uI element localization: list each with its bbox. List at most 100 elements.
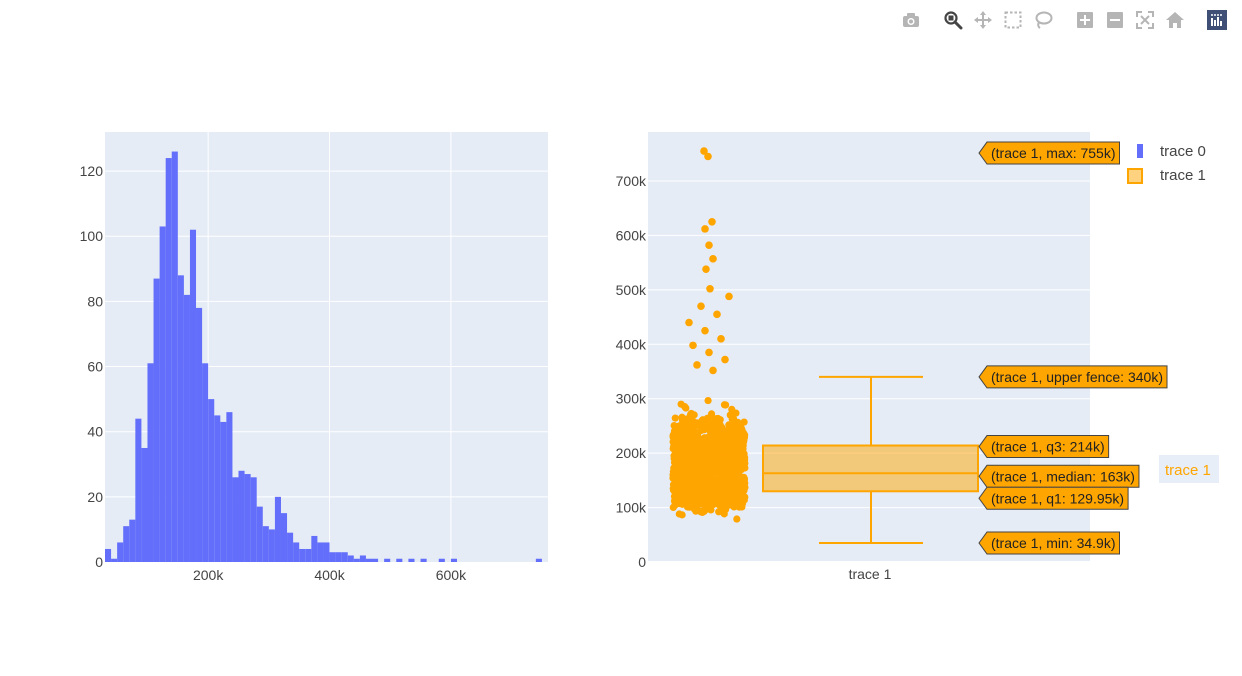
box-point[interactable]	[737, 424, 745, 432]
box-outlier-point[interactable]	[709, 255, 717, 263]
box-point[interactable]	[733, 462, 741, 471]
box-outlier-point[interactable]	[685, 318, 693, 327]
box-outlier-point[interactable]	[702, 265, 710, 273]
box-outlier-point[interactable]	[717, 335, 725, 343]
histogram-bar[interactable]	[287, 532, 294, 562]
histogram-bar[interactable]	[384, 558, 391, 562]
histogram-bar[interactable]	[202, 363, 209, 562]
histogram-bar[interactable]	[450, 558, 457, 562]
box-point[interactable]	[720, 510, 728, 518]
histogram-bar[interactable]	[408, 558, 415, 562]
reset-axes-button[interactable]	[1160, 8, 1190, 36]
box-point[interactable]	[688, 456, 697, 464]
histogram-bar[interactable]	[177, 275, 184, 562]
box-point[interactable]	[703, 483, 711, 491]
box-point[interactable]	[716, 451, 725, 460]
box-point[interactable]	[720, 401, 729, 409]
histogram-bar[interactable]	[220, 421, 227, 562]
box-point[interactable]	[716, 437, 724, 445]
box-point[interactable]	[696, 483, 704, 491]
autoscale-button[interactable]	[1130, 8, 1160, 36]
histogram-bar[interactable]	[135, 418, 142, 562]
box-point[interactable]	[733, 515, 741, 523]
box-point[interactable]	[680, 492, 688, 500]
histogram-bar[interactable]	[123, 526, 130, 562]
histogram-bar[interactable]	[226, 412, 233, 562]
box-point[interactable]	[732, 409, 740, 417]
box-point[interactable]	[700, 472, 708, 481]
box-point[interactable]	[731, 473, 739, 481]
histogram-bar[interactable]	[208, 399, 215, 562]
box-point[interactable]	[717, 491, 726, 499]
box-outlier-point[interactable]	[693, 361, 701, 369]
box-outlier-point[interactable]	[706, 284, 714, 293]
histogram-bar[interactable]	[171, 151, 178, 562]
box-point[interactable]	[740, 480, 748, 488]
histogram-bar[interactable]	[129, 519, 136, 562]
histogram-bar[interactable]	[335, 552, 342, 562]
histogram-bar[interactable]	[183, 294, 190, 562]
box-point[interactable]	[675, 510, 683, 518]
zoom-out-button[interactable]	[1100, 8, 1130, 36]
box-point[interactable]	[682, 469, 690, 477]
histogram-bar[interactable]	[250, 477, 257, 562]
box-point[interactable]	[675, 500, 683, 508]
box-select-button[interactable]	[998, 8, 1028, 36]
histogram-bar[interactable]	[341, 552, 348, 562]
histogram-bar[interactable]	[317, 542, 324, 562]
histogram-bar[interactable]	[256, 506, 263, 562]
histogram-bar[interactable]	[238, 470, 245, 562]
histogram-bar[interactable]	[165, 158, 172, 562]
box-point[interactable]	[707, 465, 715, 473]
box-point[interactable]	[708, 421, 717, 429]
box-iqr[interactable]	[762, 444, 979, 493]
histogram-bar[interactable]	[214, 415, 221, 562]
histogram-bar[interactable]	[147, 363, 154, 562]
box-point[interactable]	[715, 508, 723, 516]
histogram-bar[interactable]	[347, 555, 354, 562]
box-outlier-point[interactable]	[704, 152, 712, 161]
box-outlier-point[interactable]	[700, 147, 708, 155]
box-point[interactable]	[682, 441, 690, 449]
box-outlier-point[interactable]	[689, 341, 697, 350]
box-point[interactable]	[692, 505, 700, 514]
histogram-bar[interactable]	[262, 526, 269, 562]
box-point[interactable]	[733, 439, 742, 447]
lasso-select-button[interactable]	[1028, 8, 1058, 36]
box-point[interactable]	[716, 421, 724, 429]
box-point[interactable]	[671, 414, 679, 422]
box-point[interactable]	[730, 416, 738, 424]
histogram-bar[interactable]	[117, 542, 124, 562]
histogram-bar[interactable]	[535, 558, 542, 562]
box-point[interactable]	[708, 428, 717, 436]
box-point[interactable]	[690, 411, 698, 419]
box-point[interactable]	[693, 451, 701, 460]
histogram-bar[interactable]	[268, 529, 275, 562]
histogram-bar[interactable]	[159, 226, 166, 562]
zoom-in-button[interactable]	[1070, 8, 1100, 36]
histogram-bar[interactable]	[299, 548, 306, 562]
box-point[interactable]	[731, 429, 739, 437]
box-point[interactable]	[734, 499, 742, 507]
box-outlier-point[interactable]	[697, 302, 705, 310]
histogram-bar[interactable]	[141, 447, 148, 562]
box-point[interactable]	[728, 495, 736, 504]
box-point[interactable]	[708, 413, 716, 421]
box-point[interactable]	[677, 452, 685, 461]
box-point[interactable]	[733, 486, 741, 494]
histogram-bar[interactable]	[359, 555, 366, 562]
box-point[interactable]	[724, 467, 732, 475]
box-point[interactable]	[730, 454, 738, 462]
histogram-bar[interactable]	[280, 513, 288, 562]
zoom-button[interactable]	[938, 8, 968, 36]
box-point[interactable]	[684, 419, 692, 427]
histogram-bar[interactable]	[311, 535, 318, 562]
box-outlier-point[interactable]	[701, 326, 709, 335]
box-point[interactable]	[701, 438, 709, 446]
histogram-bar[interactable]	[372, 558, 379, 562]
box-outlier-point[interactable]	[713, 310, 721, 319]
histogram-bar[interactable]	[232, 477, 239, 562]
box-point[interactable]	[735, 468, 743, 476]
box-point[interactable]	[741, 453, 749, 462]
histogram-bar[interactable]	[196, 307, 203, 562]
